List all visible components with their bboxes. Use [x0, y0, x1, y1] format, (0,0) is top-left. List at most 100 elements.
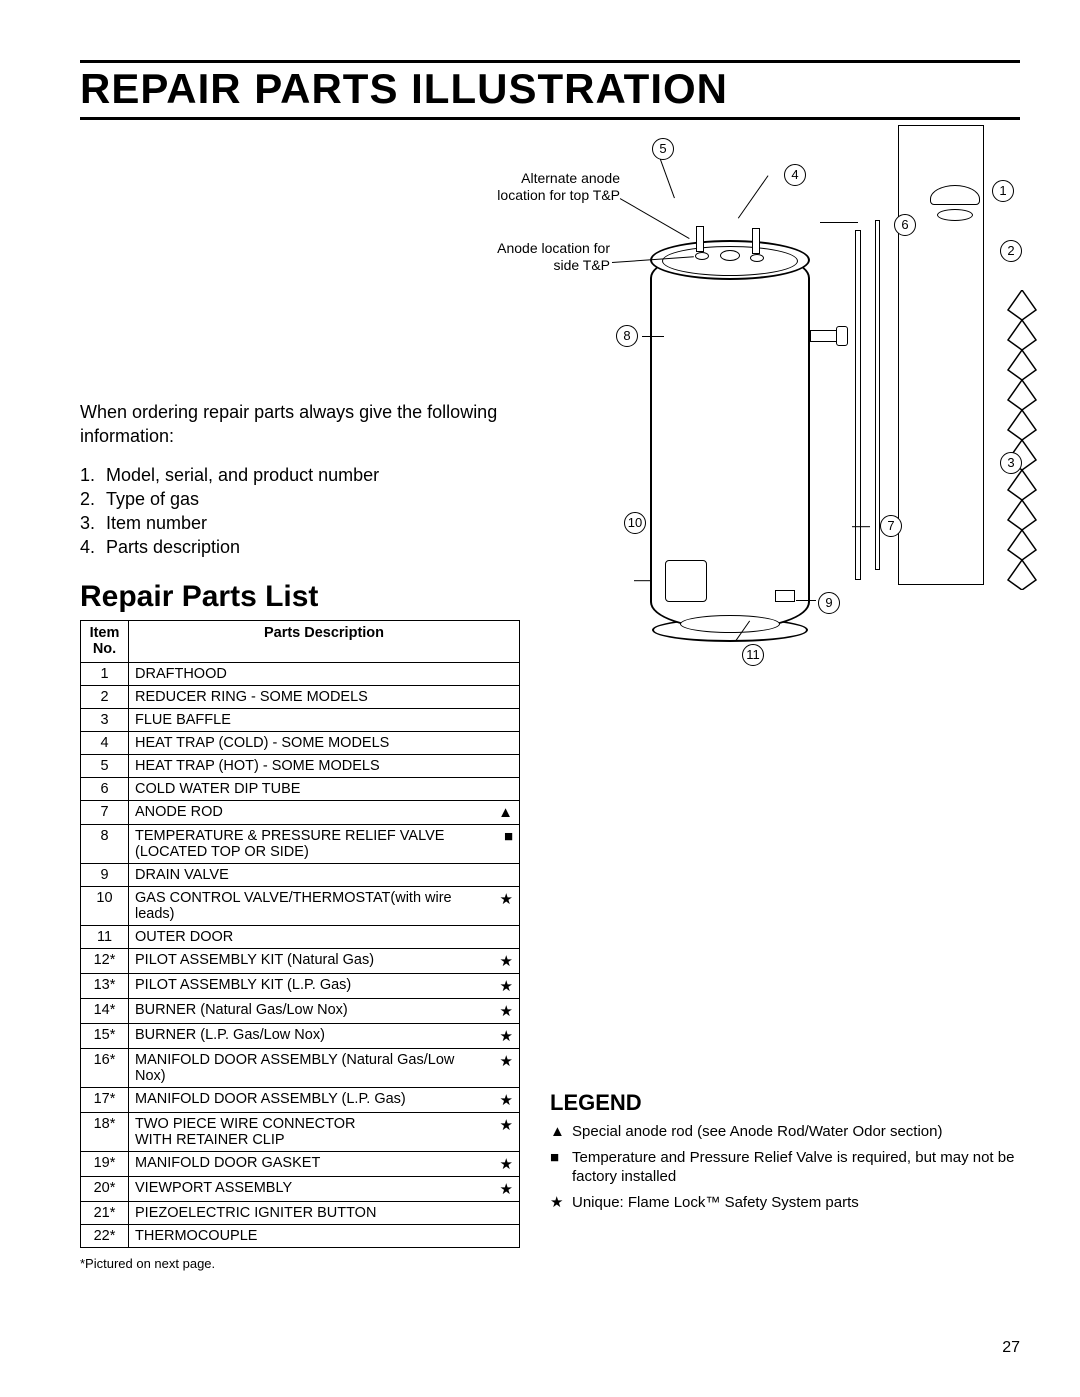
parts-diagram: Alternate anode location for top T&P Ano… — [500, 120, 1030, 720]
table-row: 1DRAFTHOOD — [81, 663, 520, 686]
leader-line — [634, 580, 652, 581]
table-row: 6COLD WATER DIP TUBE — [81, 778, 520, 801]
description-cell: HEAT TRAP (HOT) - SOME MODELS — [129, 755, 495, 778]
item-number-cell: 13* — [81, 974, 129, 999]
item-number-cell: 1 — [81, 663, 129, 686]
callout-2: 2 — [1000, 240, 1022, 262]
table-row: 10GAS CONTROL VALVE/THERMOSTAT(with wire… — [81, 887, 520, 926]
table-row: 13*PILOT ASSEMBLY KIT (L.P. Gas)★ — [81, 974, 520, 999]
table-row: 18*TWO PIECE WIRE CONNECTORWITH RETAINER… — [81, 1113, 520, 1152]
description-cell: MANIFOLD DOOR GASKET — [129, 1152, 495, 1177]
tp-relief-stem — [836, 326, 848, 346]
item-number-cell: 20* — [81, 1177, 129, 1202]
item-number-cell: 15* — [81, 1024, 129, 1049]
legend-heading: LEGEND — [550, 1090, 1020, 1116]
description-cell: REDUCER RING - SOME MODELS — [129, 686, 495, 709]
symbol-cell: ★ — [494, 999, 519, 1024]
table-row: 4HEAT TRAP (COLD) - SOME MODELS — [81, 732, 520, 755]
top-port-center — [720, 250, 740, 261]
symbol-cell — [494, 1225, 519, 1248]
table-footnote: *Pictured on next page. — [80, 1256, 520, 1271]
description-cell: HEAT TRAP (COLD) - SOME MODELS — [129, 732, 495, 755]
description-cell: VIEWPORT ASSEMBLY — [129, 1177, 495, 1202]
intro-text: When ordering repair parts always give t… — [80, 400, 520, 449]
symbol-cell: ★ — [494, 1152, 519, 1177]
legend-item: ★Unique: Flame Lock™ Safety System parts — [550, 1193, 1020, 1213]
description-cell: ANODE ROD — [129, 801, 495, 825]
description-cell: BURNER (L.P. Gas/Low Nox) — [129, 1024, 495, 1049]
table-row: 2REDUCER RING - SOME MODELS — [81, 686, 520, 709]
item-number-cell: 10 — [81, 887, 129, 926]
item-number-cell: 12* — [81, 949, 129, 974]
callout-11: 11 — [742, 644, 764, 666]
table-row: 12*PILOT ASSEMBLY KIT (Natural Gas)★ — [81, 949, 520, 974]
description-cell: MANIFOLD DOOR ASSEMBLY (L.P. Gas) — [129, 1088, 495, 1113]
leader-line — [738, 175, 769, 218]
tp-relief-valve — [810, 330, 838, 342]
item-number-cell: 16* — [81, 1049, 129, 1088]
symbol-cell: ★ — [494, 1024, 519, 1049]
description-cell: TEMPERATURE & PRESSURE RELIEF VALVE (LOC… — [129, 825, 495, 864]
description-cell: PILOT ASSEMBLY KIT (L.P. Gas) — [129, 974, 495, 999]
content-row: When ordering repair parts always give t… — [80, 150, 1020, 1271]
leader-line — [642, 336, 664, 337]
symbol-cell: ■ — [494, 825, 519, 864]
item-number-cell: 14* — [81, 999, 129, 1024]
description-cell: FLUE BAFFLE — [129, 709, 495, 732]
symbol-cell — [494, 732, 519, 755]
item-number-cell: 22* — [81, 1225, 129, 1248]
item-number-cell: 7 — [81, 801, 129, 825]
description-cell: DRAFTHOOD — [129, 663, 495, 686]
parts-table: ItemNo. Parts Description 1DRAFTHOOD2RED… — [80, 620, 520, 1248]
description-cell: TWO PIECE WIRE CONNECTORWITH RETAINER CL… — [129, 1113, 495, 1152]
symbol-cell: ★ — [494, 949, 519, 974]
description-cell: MANIFOLD DOOR ASSEMBLY (Natural Gas/Low … — [129, 1049, 495, 1088]
symbol-cell: ▲ — [494, 801, 519, 825]
item-number-cell: 6 — [81, 778, 129, 801]
table-row: 3FLUE BAFFLE — [81, 709, 520, 732]
drain-valve-part — [775, 590, 795, 602]
callout-10: 10 — [624, 512, 646, 534]
table-row: 20*VIEWPORT ASSEMBLY★ — [81, 1177, 520, 1202]
table-row: 17*MANIFOLD DOOR ASSEMBLY (L.P. Gas)★ — [81, 1088, 520, 1113]
table-row: 8TEMPERATURE & PRESSURE RELIEF VALVE (LO… — [81, 825, 520, 864]
col-head-item: ItemNo. — [81, 620, 129, 662]
callout-1: 1 — [992, 180, 1014, 202]
symbol-cell — [494, 778, 519, 801]
flue-baffle — [1004, 290, 1040, 590]
heat-trap-cold — [752, 228, 760, 254]
heat-trap-hot — [696, 226, 704, 252]
item-number-cell: 5 — [81, 755, 129, 778]
dip-tube — [855, 230, 861, 580]
item-number-cell: 2 — [81, 686, 129, 709]
callout-6: 6 — [894, 214, 916, 236]
item-number-cell: 8 — [81, 825, 129, 864]
callout-5: 5 — [652, 138, 674, 160]
callout-4: 4 — [784, 164, 806, 186]
legend-text: Temperature and Pressure Relief Valve is… — [572, 1148, 1020, 1187]
anode-rod-part — [875, 220, 880, 570]
symbol-cell: ★ — [494, 1113, 519, 1152]
table-row: 14*BURNER (Natural Gas/Low Nox)★ — [81, 999, 520, 1024]
legend-item: ▲Special anode rod (see Anode Rod/Water … — [550, 1122, 1020, 1142]
gas-control-valve — [665, 560, 707, 602]
item-number-cell: 11 — [81, 926, 129, 949]
legend-text: Unique: Flame Lock™ Safety System parts — [572, 1193, 859, 1213]
page-title: REPAIR PARTS ILLUSTRATION — [80, 60, 1020, 120]
label-anode: Anode location for side T&P — [470, 240, 610, 274]
legend-symbol: ■ — [550, 1148, 572, 1187]
table-row: 15*BURNER (L.P. Gas/Low Nox)★ — [81, 1024, 520, 1049]
legend-text: Special anode rod (see Anode Rod/Water O… — [572, 1122, 943, 1142]
table-row: 19*MANIFOLD DOOR GASKET★ — [81, 1152, 520, 1177]
legend-list: ▲Special anode rod (see Anode Rod/Water … — [550, 1122, 1020, 1212]
ordering-item: 1.Model, serial, and product number — [80, 463, 520, 487]
symbol-cell: ★ — [494, 1177, 519, 1202]
parts-list-heading: Repair Parts List — [80, 580, 520, 614]
symbol-cell: ★ — [494, 1088, 519, 1113]
legend-symbol: ★ — [550, 1193, 572, 1213]
ordering-item: 3.Item number — [80, 511, 520, 535]
item-number-cell: 18* — [81, 1113, 129, 1152]
ordering-item: 4.Parts description — [80, 535, 520, 559]
symbol-cell — [494, 755, 519, 778]
reducer-ring — [937, 209, 973, 221]
